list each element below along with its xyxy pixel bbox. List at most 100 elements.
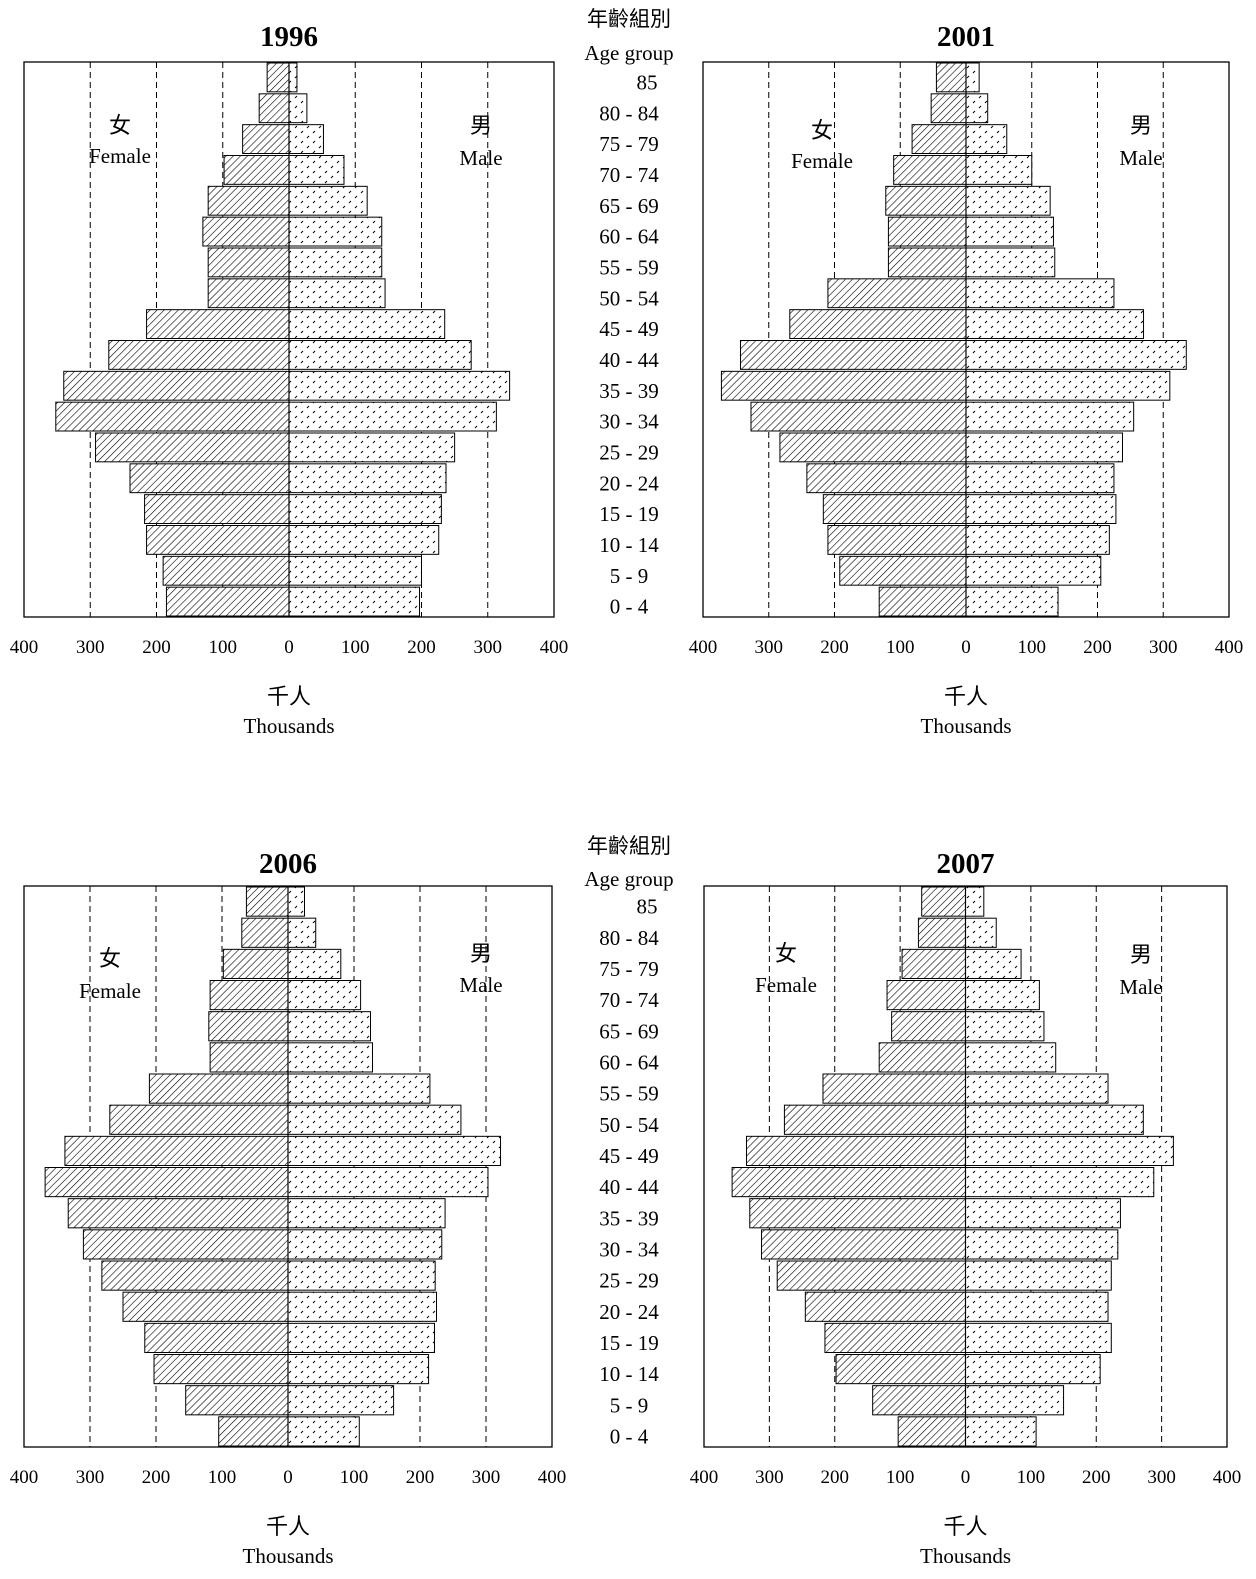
age-group-label: 60 - 64 — [599, 225, 659, 249]
bar-female — [789, 309, 967, 339]
bar-male — [288, 401, 497, 432]
chart-title: 2001 — [937, 21, 995, 53]
bar-male — [965, 494, 1117, 524]
bar-female — [804, 1291, 966, 1322]
age-group-label: 10 - 14 — [599, 1362, 659, 1386]
bar-female — [64, 1135, 289, 1167]
bar-male — [287, 1322, 436, 1354]
bar-female — [835, 1354, 966, 1385]
bar-male — [288, 586, 421, 617]
bar-female — [935, 62, 967, 93]
bar-female — [146, 525, 290, 555]
bar-male — [965, 463, 1115, 494]
female-label-en: Female — [79, 979, 141, 1003]
bar-female — [129, 463, 290, 494]
bar-female — [911, 124, 967, 154]
age-group-label: 40 - 44 — [599, 348, 659, 372]
age-group-label: 45 - 49 — [599, 1144, 659, 1168]
bar-female — [887, 216, 967, 247]
age-group-label: 35 - 39 — [599, 1206, 659, 1230]
x-tick-label: 400 — [540, 637, 569, 658]
bar-female — [885, 185, 967, 216]
bar-female — [63, 370, 290, 401]
bar-female — [162, 555, 290, 586]
x-tick-label: 0 — [284, 637, 294, 658]
female-label-zh: 女 — [775, 942, 797, 967]
bar-male — [965, 1104, 1144, 1135]
bar-male — [288, 155, 345, 185]
bar-female — [891, 1011, 966, 1042]
x-tick-label: 0 — [283, 1467, 293, 1488]
bar-female — [901, 948, 966, 979]
bar-male — [287, 1042, 373, 1073]
bar-male — [965, 1135, 1174, 1167]
x-tick-label: 200 — [1083, 637, 1112, 658]
bar-male — [288, 463, 447, 494]
bar-female — [776, 1260, 966, 1291]
bar-female — [218, 1416, 289, 1447]
bar-female — [878, 586, 967, 617]
x-axis-label-zh: 千人 — [267, 685, 311, 710]
male-label-zh: 男 — [1130, 114, 1152, 139]
bar-male — [288, 62, 298, 93]
x-tick-label: 300 — [472, 1467, 501, 1488]
bar-female — [55, 401, 290, 432]
bar-female — [739, 340, 967, 370]
bar-female — [917, 917, 966, 948]
x-tick-label: 200 — [406, 1467, 435, 1488]
age-group-label: 0 - 4 — [610, 1424, 649, 1448]
bar-male — [287, 1229, 443, 1260]
bar-female — [878, 1042, 967, 1073]
age-group-label: 10 - 14 — [599, 533, 659, 557]
bar-female — [223, 155, 290, 185]
x-tick-label: 100 — [340, 1467, 369, 1488]
bar-female — [720, 370, 967, 401]
x-tick-label: 300 — [76, 637, 105, 658]
age-group-label: 5 - 9 — [610, 1393, 649, 1417]
x-tick-label: 100 — [209, 637, 238, 658]
x-axis-label-zh: 千人 — [943, 1515, 987, 1540]
bar-male — [287, 980, 362, 1011]
x-tick-label: 100 — [886, 1467, 915, 1488]
bar-female — [783, 1104, 966, 1135]
x-tick-label: 200 — [820, 637, 849, 658]
x-tick-label: 400 — [10, 1467, 39, 1488]
x-tick-label: 400 — [538, 1467, 567, 1488]
bar-male — [965, 309, 1145, 339]
x-axis-label-en: Thousands — [921, 714, 1012, 738]
bar-female — [886, 980, 966, 1011]
bar-female — [824, 1322, 966, 1354]
age-group-label: 75 - 79 — [599, 957, 659, 981]
x-tick-label: 300 — [1149, 637, 1178, 658]
bar-female — [806, 463, 967, 494]
age-group-label: 15 - 19 — [599, 502, 659, 526]
x-tick-label: 200 — [821, 1467, 850, 1488]
bar-male — [965, 1011, 1045, 1042]
age-group-label: 70 - 74 — [599, 988, 659, 1012]
bar-female — [258, 93, 290, 124]
bar-female — [185, 1385, 289, 1416]
x-tick-label: 300 — [474, 637, 503, 658]
chart-title: 2007 — [937, 848, 995, 880]
bar-female — [761, 1229, 967, 1260]
bar-female — [745, 1135, 967, 1167]
bar-male — [965, 1291, 1109, 1322]
female-label-en: Female — [791, 149, 853, 173]
bar-female — [779, 432, 967, 463]
age-group-header-en: Age group — [584, 41, 673, 65]
x-tick-label: 300 — [1147, 1467, 1176, 1488]
bar-male — [965, 216, 1054, 247]
x-axis-label-en: Thousands — [243, 1544, 334, 1568]
x-tick-label: 100 — [208, 1467, 237, 1488]
bar-female — [245, 886, 289, 917]
bar-male — [288, 216, 383, 247]
bar-male — [965, 62, 980, 93]
x-tick-label: 100 — [1017, 1467, 1046, 1488]
bar-male — [965, 93, 989, 124]
age-group-label: 55 - 59 — [599, 1082, 659, 1106]
bar-male — [287, 1416, 360, 1447]
age-group-label: 65 - 69 — [599, 194, 659, 218]
female-label-zh: 女 — [109, 114, 131, 139]
bar-male — [288, 555, 422, 586]
